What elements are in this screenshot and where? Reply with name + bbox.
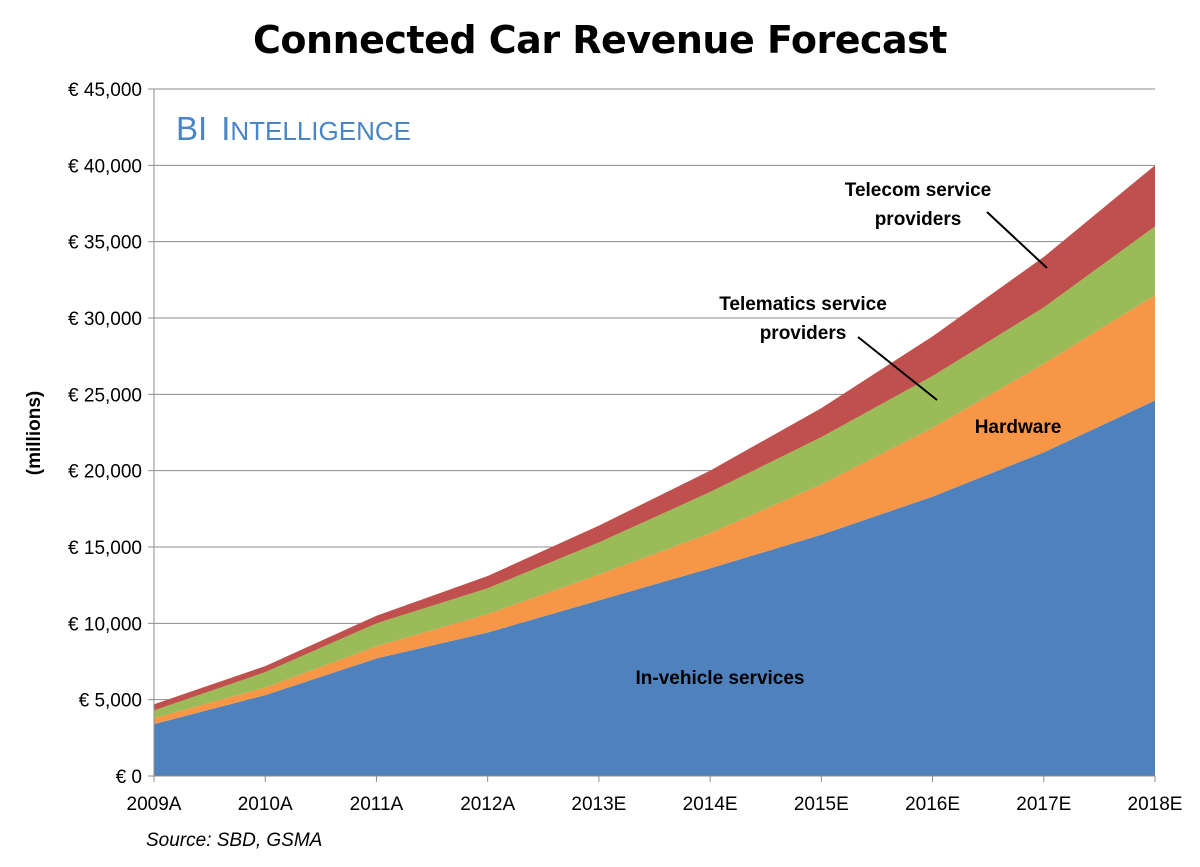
x-tick-label: 2017E xyxy=(1016,794,1071,815)
annotations: Telecom service providers Telematics ser… xyxy=(636,180,1062,689)
watermark-logo: BI INTELLIGENCE xyxy=(176,110,411,147)
y-tick-label: € 25,000 xyxy=(68,385,142,406)
x-tick-label: 2012A xyxy=(460,794,515,815)
x-tick-label: 2009A xyxy=(127,794,182,815)
x-tick-label: 2013E xyxy=(571,794,626,815)
telematics-label-line2: providers xyxy=(760,323,847,344)
y-tick-label: € 30,000 xyxy=(68,309,142,330)
y-tick-labels: € 0 € 5,000 € 10,000 € 15,000 € 20,000 € 25,0… xyxy=(68,80,142,788)
chart-title: Connected Car Revenue Forecast xyxy=(253,18,947,62)
y-tick-label: € 20,000 xyxy=(68,462,142,483)
x-tick-label: 2014E xyxy=(683,794,738,815)
x-tick-label: 2011A xyxy=(350,794,404,815)
x-tick-label: 2016E xyxy=(905,794,960,815)
source-note: Source: SBD, GSMA xyxy=(146,830,323,851)
axes xyxy=(148,88,1156,782)
y-axis-label: (millions) xyxy=(24,391,45,475)
area-in-vehicle-services xyxy=(154,400,1155,776)
telecom-leader-line xyxy=(986,211,1048,269)
stacked-areas xyxy=(154,165,1155,776)
y-tick-label: € 5,000 xyxy=(79,691,142,712)
telecom-label-line2: providers xyxy=(875,209,962,230)
x-tick-label: 2015E xyxy=(794,794,849,815)
telematics-label-line1: Telematics service xyxy=(719,294,887,315)
telematics-leader-line xyxy=(857,336,938,401)
x-tick-labels: 2009A 2010A 2011A 2012A 2013E 2014E 2015E 2016E… xyxy=(127,794,1183,815)
x-tick-label: 2010A xyxy=(238,794,293,815)
hardware-label: Hardware xyxy=(975,417,1062,438)
y-tick-label: € 15,000 xyxy=(68,538,142,559)
invehicle-label: In-vehicle services xyxy=(636,668,805,689)
x-tick-label: 2018E xyxy=(1128,794,1183,815)
y-tick-label: € 45,000 xyxy=(68,80,142,101)
y-tick-label: € 0 xyxy=(116,767,142,788)
y-tick-label: € 40,000 xyxy=(68,156,142,177)
y-tick-label: € 35,000 xyxy=(68,233,142,254)
y-tick-label: € 10,000 xyxy=(68,614,142,635)
telecom-label-line1: Telecom service xyxy=(845,180,991,201)
